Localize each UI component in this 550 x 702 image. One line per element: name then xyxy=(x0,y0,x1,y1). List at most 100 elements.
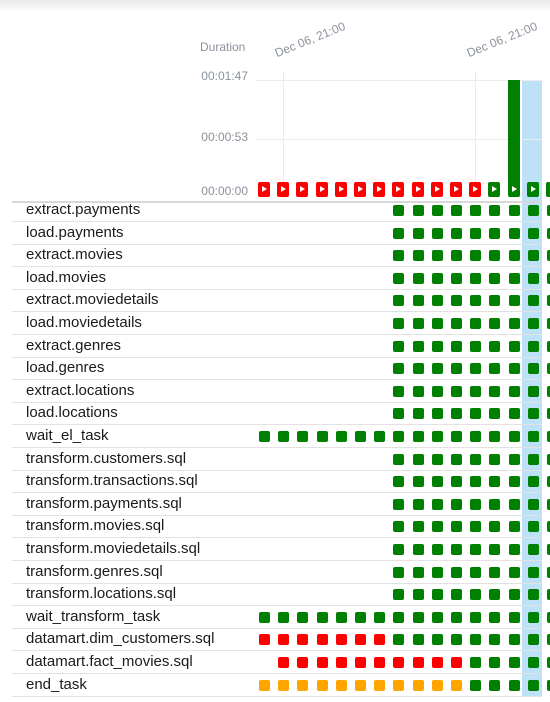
task-instance-square[interactable] xyxy=(373,431,385,442)
task-instance-square[interactable] xyxy=(527,680,539,691)
task-instance-square[interactable] xyxy=(527,250,539,261)
task-instance-square[interactable] xyxy=(546,295,550,306)
task-instance-square[interactable] xyxy=(469,363,481,374)
task-instance-square[interactable] xyxy=(469,634,481,645)
task-instance-square[interactable] xyxy=(546,318,550,329)
task-instance-square[interactable] xyxy=(392,634,404,645)
task-instance-square[interactable] xyxy=(546,250,550,261)
task-instance-square[interactable] xyxy=(431,567,443,578)
task-instance-square[interactable] xyxy=(469,431,481,442)
task-instance-square[interactable] xyxy=(546,499,550,510)
task-instance-square[interactable] xyxy=(488,341,500,352)
task-instance-square[interactable] xyxy=(450,476,462,487)
run-button[interactable] xyxy=(277,182,289,197)
task-instance-square[interactable] xyxy=(392,408,404,419)
task-name[interactable]: wait_transform_task xyxy=(26,608,161,625)
task-instance-square[interactable] xyxy=(469,589,481,600)
task-instance-square[interactable] xyxy=(469,205,481,216)
task-instance-square[interactable] xyxy=(488,567,500,578)
task-name[interactable]: transform.transactions.sql xyxy=(26,472,198,489)
task-instance-square[interactable] xyxy=(527,273,539,284)
run-button[interactable] xyxy=(488,182,500,197)
task-instance-square[interactable] xyxy=(546,589,550,600)
task-instance-square[interactable] xyxy=(335,634,347,645)
task-instance-square[interactable] xyxy=(546,386,550,397)
task-instance-square[interactable] xyxy=(469,544,481,555)
task-instance-square[interactable] xyxy=(412,341,424,352)
task-instance-square[interactable] xyxy=(412,657,424,668)
task-instance-square[interactable] xyxy=(546,454,550,465)
task-instance-square[interactable] xyxy=(508,408,520,419)
task-instance-square[interactable] xyxy=(296,612,308,623)
task-instance-square[interactable] xyxy=(488,544,500,555)
task-instance-square[interactable] xyxy=(488,657,500,668)
task-instance-square[interactable] xyxy=(469,454,481,465)
task-instance-square[interactable] xyxy=(392,273,404,284)
task-instance-square[interactable] xyxy=(412,567,424,578)
task-instance-square[interactable] xyxy=(258,431,270,442)
task-instance-square[interactable] xyxy=(488,228,500,239)
task-instance-square[interactable] xyxy=(469,228,481,239)
task-instance-square[interactable] xyxy=(335,657,347,668)
task-instance-square[interactable] xyxy=(527,544,539,555)
task-instance-square[interactable] xyxy=(488,499,500,510)
task-instance-square[interactable] xyxy=(508,273,520,284)
run-button[interactable] xyxy=(412,182,424,197)
task-instance-square[interactable] xyxy=(431,408,443,419)
task-instance-square[interactable] xyxy=(335,612,347,623)
task-instance-square[interactable] xyxy=(508,521,520,532)
run-button[interactable] xyxy=(546,182,550,197)
task-instance-square[interactable] xyxy=(392,363,404,374)
run-button[interactable] xyxy=(527,182,539,197)
task-instance-square[interactable] xyxy=(527,205,539,216)
task-name[interactable]: transform.movies.sql xyxy=(26,517,165,534)
run-button[interactable] xyxy=(354,182,366,197)
task-instance-square[interactable] xyxy=(450,295,462,306)
run-button[interactable] xyxy=(508,182,520,197)
task-instance-square[interactable] xyxy=(546,680,550,691)
task-instance-square[interactable] xyxy=(450,341,462,352)
task-instance-square[interactable] xyxy=(508,476,520,487)
run-button[interactable] xyxy=(296,182,308,197)
task-instance-square[interactable] xyxy=(392,228,404,239)
task-instance-square[interactable] xyxy=(527,499,539,510)
task-instance-square[interactable] xyxy=(296,431,308,442)
task-instance-square[interactable] xyxy=(296,634,308,645)
task-instance-square[interactable] xyxy=(392,341,404,352)
run-button[interactable] xyxy=(316,182,328,197)
task-instance-square[interactable] xyxy=(412,499,424,510)
task-name[interactable]: transform.customers.sql xyxy=(26,450,187,467)
task-instance-square[interactable] xyxy=(527,408,539,419)
task-instance-square[interactable] xyxy=(450,567,462,578)
task-instance-square[interactable] xyxy=(450,634,462,645)
task-instance-square[interactable] xyxy=(488,589,500,600)
task-name[interactable]: transform.payments.sql xyxy=(26,495,182,512)
task-instance-square[interactable] xyxy=(488,476,500,487)
task-instance-square[interactable] xyxy=(508,657,520,668)
task-instance-square[interactable] xyxy=(392,295,404,306)
task-instance-square[interactable] xyxy=(488,612,500,623)
task-instance-square[interactable] xyxy=(354,634,366,645)
task-instance-square[interactable] xyxy=(450,544,462,555)
task-instance-square[interactable] xyxy=(527,431,539,442)
task-instance-square[interactable] xyxy=(392,476,404,487)
task-instance-square[interactable] xyxy=(392,521,404,532)
task-instance-square[interactable] xyxy=(258,612,270,623)
task-name[interactable]: extract.payments xyxy=(26,201,141,218)
task-instance-square[interactable] xyxy=(508,634,520,645)
task-instance-square[interactable] xyxy=(431,680,443,691)
task-name[interactable]: datamart.fact_movies.sql xyxy=(26,653,193,670)
task-instance-square[interactable] xyxy=(277,431,289,442)
task-instance-square[interactable] xyxy=(335,431,347,442)
task-instance-square[interactable] xyxy=(546,408,550,419)
task-instance-square[interactable] xyxy=(431,657,443,668)
task-instance-square[interactable] xyxy=(431,386,443,397)
task-instance-square[interactable] xyxy=(469,476,481,487)
task-instance-square[interactable] xyxy=(412,454,424,465)
task-instance-square[interactable] xyxy=(469,250,481,261)
task-instance-square[interactable] xyxy=(488,431,500,442)
run-button[interactable] xyxy=(335,182,347,197)
task-instance-square[interactable] xyxy=(412,363,424,374)
task-instance-square[interactable] xyxy=(508,567,520,578)
task-instance-square[interactable] xyxy=(488,318,500,329)
